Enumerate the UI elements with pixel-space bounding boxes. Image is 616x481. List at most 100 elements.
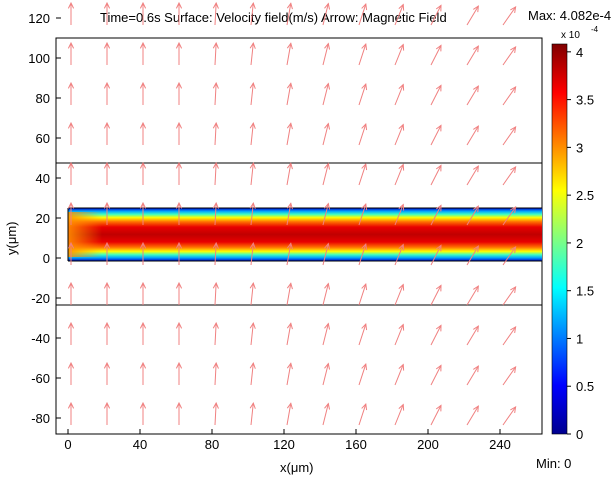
magnetic-field-arrow [212,1,219,26]
magnetic-field-arrow [139,281,147,305]
magnetic-field-arrow [286,202,293,226]
magnetic-field-arrow [502,86,517,106]
magnetic-field-arrow [358,162,368,186]
magnetic-field-arrow [139,121,147,145]
magnetic-field-arrow [212,401,219,426]
magnetic-field-arrow [67,41,75,65]
magnetic-field-arrow [139,401,147,425]
magnetic-field-arrow [212,121,219,146]
magnetic-field-arrow [67,281,75,305]
colorbar-tick-label: 3.5 [576,93,594,108]
magnetic-field-arrow [103,281,111,305]
magnetic-field-arrow [430,124,442,146]
magnetic-field-arrow [502,326,517,346]
y-tick-label: 80 [36,91,50,106]
magnetic-field-arrow [394,363,405,386]
magnetic-field-arrow [286,122,293,146]
magnetic-field-arrow [322,42,331,66]
magnetic-field-arrow [249,201,256,226]
colorbar-ticks: 4 3.5 3 2.5 2 1.5 1 0.5 0 [567,45,594,442]
y-axis-ticks: 120 100 80 60 40 20 0 -20 -40 -60 -80 [28,11,61,426]
magnetic-field-arrow [286,242,293,266]
magnetic-field-arrow [394,323,405,346]
magnetic-field-arrow [103,321,111,345]
magnetic-field-arrow [249,1,256,26]
magnetic-field-arrow [249,121,256,146]
magnetic-field-arrow [466,405,479,426]
magnetic-field-arrow [358,82,368,106]
magnetic-field-arrow [286,282,293,306]
magnetic-field-arrow [322,322,331,346]
magnetic-field-arrow [322,282,331,306]
magnetic-field-arrow [322,402,331,426]
magnetic-field-arrow [103,41,111,65]
magnetic-field-arrow [430,364,442,386]
magnetic-field-arrow [502,286,517,306]
magnetic-field-arrow [212,161,219,186]
magnetic-field-arrow [175,281,183,305]
magnetic-field-arrow [175,121,183,145]
magnetic-field-arrow [286,402,293,426]
magnetic-field-arrow [212,241,219,266]
channel-surface [67,207,542,262]
magnetic-field-arrow [502,6,517,26]
magnetic-field-arrow [322,82,331,106]
magnetic-field-arrow [466,85,479,106]
magnetic-field-arrow [175,41,183,65]
magnetic-field-arrow [212,81,219,106]
magnetic-field-arrow [286,162,293,186]
y-tick-label: -40 [31,331,50,346]
colorbar-tick-label: 0 [576,427,583,442]
magnetic-field-arrow [358,202,368,226]
magnetic-field-arrow [502,46,517,66]
magnetic-field-arrow [394,123,405,146]
min-label: Min: 0 [536,456,571,471]
magnetic-field-arrow [139,361,147,385]
colorbar-tick-label: 0.5 [576,379,594,394]
magnetic-field-arrow [394,203,405,226]
magnetic-field-arrow [358,242,368,266]
magnetic-field-arrow [249,281,256,306]
magnetic-field-arrow [249,41,256,66]
magnetic-field-arrow [212,41,219,66]
magnetic-field-arrow [139,241,147,265]
magnetic-field-arrow [175,81,183,105]
colorbar-tick-label: 2.5 [576,188,594,203]
magnetic-field-arrow [430,204,442,226]
magnetic-field-arrow [67,81,75,105]
y-tick-label: 20 [36,211,50,226]
magnetic-field-arrow [286,362,293,386]
magnetic-field-arrow [249,361,256,386]
magnetic-field-arrow [322,202,331,226]
x-tick-label: 160 [345,437,367,452]
magnetic-field-arrow [502,246,517,266]
magnetic-field-arrow [430,84,442,106]
magnetic-field-arrow [502,406,517,426]
magnetic-field-arrow [212,281,219,306]
magnetic-field-arrow [322,242,331,266]
magnetic-field-arrow [358,322,368,346]
magnetic-field-arrow [394,83,405,106]
magnetic-field-arrow [175,201,183,225]
magnetic-field-arrow [139,1,147,25]
magnetic-field-arrow [286,82,293,106]
magnetic-field-arrow [67,361,75,385]
y-tick-label: -80 [31,411,50,426]
magnetic-field-arrow [175,321,183,345]
magnetic-field-arrow [466,205,479,226]
magnetic-field-arrow [322,162,331,186]
magnetic-field-arrow [139,41,147,65]
x-tick-label: 0 [64,437,71,452]
y-tick-label: 40 [36,171,50,186]
magnetic-field-arrow [502,166,517,186]
magnetic-field-arrow [502,126,517,146]
magnetic-field-arrow [394,163,405,186]
colorbar-tick-label: 1 [576,331,583,346]
magnetic-field-arrow [175,401,183,425]
magnetic-field-arrows [67,1,517,426]
magnetic-field-arrow [175,161,183,185]
colorbar-tick-label: 3 [576,140,583,155]
magnetic-field-arrow [67,401,75,425]
magnetic-field-arrow [103,401,111,425]
magnetic-field-arrow [430,284,442,306]
